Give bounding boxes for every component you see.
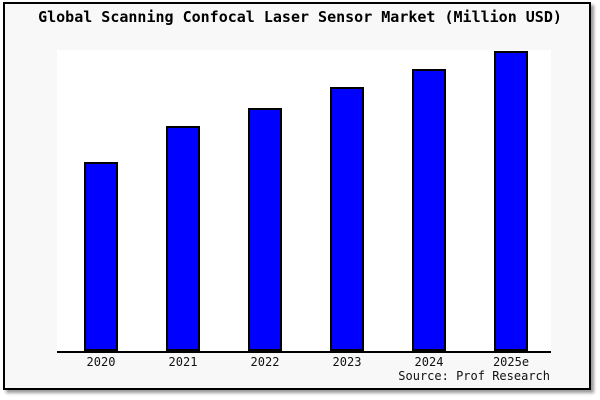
x-tick-label-2025e: 2025e (492, 355, 530, 369)
source-label: Source: Prof Research (398, 369, 550, 383)
x-tick-label-2024: 2024 (414, 355, 444, 369)
chart-title: Global Scanning Confocal Laser Sensor Ma… (38, 8, 562, 26)
plot-area (57, 50, 551, 353)
x-tick-label-2020: 2020 (86, 355, 116, 369)
bar-2022 (248, 108, 282, 351)
bar-2023 (330, 87, 364, 351)
bar-2024 (412, 69, 446, 351)
x-tick-label-2022: 2022 (250, 355, 280, 369)
bar-2020 (84, 162, 118, 351)
bar-2025e (494, 51, 528, 351)
bar-2021 (166, 126, 200, 351)
x-tick-label-2023: 2023 (332, 355, 362, 369)
x-tick-label-2021: 2021 (168, 355, 198, 369)
x-axis-labels: 2020 2021 2022 2023 2024 2025e (57, 355, 551, 369)
